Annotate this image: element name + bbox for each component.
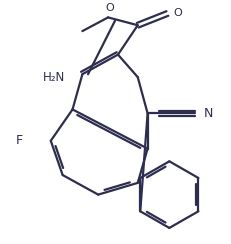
Text: H₂N: H₂N [43, 71, 65, 84]
Text: O: O [173, 9, 181, 19]
Text: F: F [16, 134, 23, 147]
Text: N: N [203, 107, 212, 120]
Text: O: O [105, 3, 114, 13]
